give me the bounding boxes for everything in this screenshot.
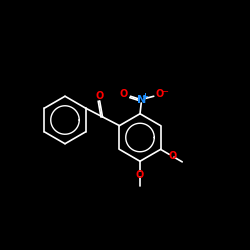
Text: −: − bbox=[161, 87, 168, 96]
Text: +: + bbox=[142, 92, 148, 101]
Text: O: O bbox=[96, 91, 104, 101]
Text: O: O bbox=[156, 89, 164, 99]
Text: O: O bbox=[168, 151, 176, 161]
Text: O: O bbox=[136, 170, 144, 180]
Text: N: N bbox=[137, 95, 146, 105]
Text: O: O bbox=[120, 89, 128, 99]
